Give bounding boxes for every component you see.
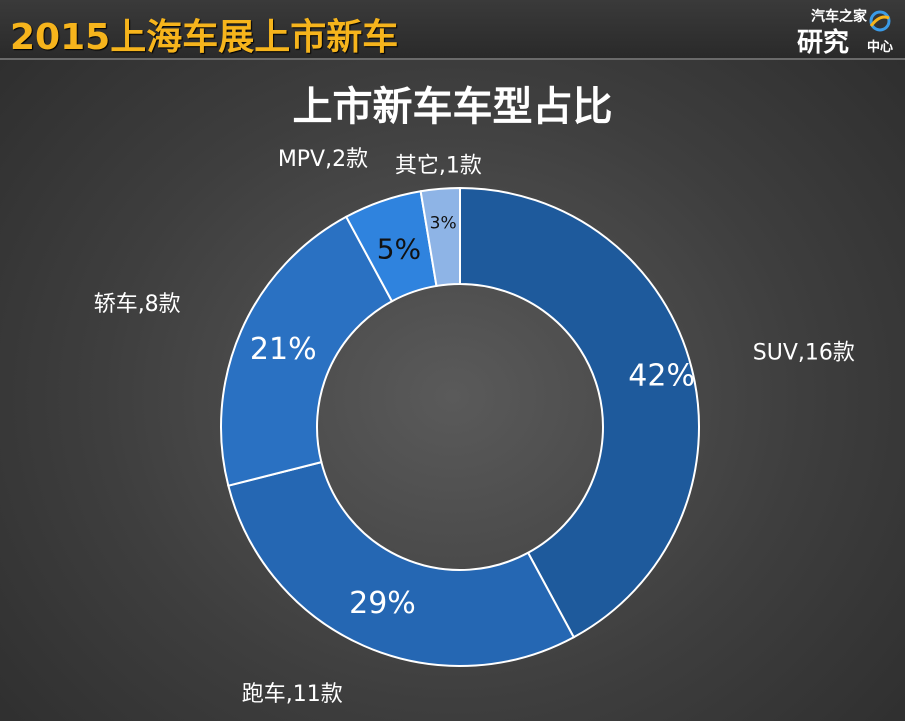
slice-category-label: 轿车,8款 [94, 292, 181, 317]
logo-line-1: 汽车之家 [811, 9, 867, 25]
slice-category-label: SUV,16款 [753, 340, 855, 365]
logo-swirl-icon [869, 10, 891, 32]
slice-percent-label: 5% [377, 233, 421, 266]
logo-line-3: 中心 [866, 40, 893, 55]
slice-category-label: 其它,1款 [395, 153, 482, 178]
header-bar [0, 0, 905, 58]
slice-category-label: 跑车,11款 [242, 682, 343, 707]
logo: 汽车之家 研究 中心 [795, 6, 893, 58]
chart-title: 上市新车车型占比 [292, 84, 613, 130]
slice-category-label: MPV,2款 [278, 147, 368, 172]
slice-4 [419, 186, 461, 288]
slice-2 [220, 215, 394, 487]
slice-percent-label: 21% [250, 332, 317, 367]
slice-percent-label: 3% [430, 214, 457, 234]
logo-line-2: 研究 [797, 28, 850, 58]
slice-0 [459, 186, 700, 639]
page-title: 2015上海车展上市新车 [10, 17, 399, 58]
header-divider [0, 58, 905, 60]
slice-percent-label: 42% [628, 358, 695, 393]
slice-1 [227, 460, 576, 667]
slice-percent-label: 29% [349, 586, 416, 621]
